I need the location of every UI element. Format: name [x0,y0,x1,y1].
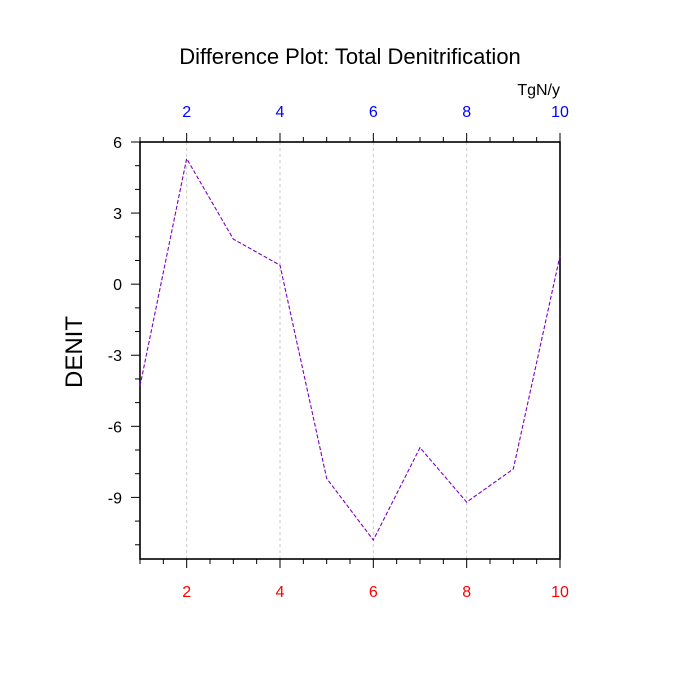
y-tick-label--6: -6 [108,419,122,436]
x-tick-label-bottom-4: 4 [276,584,285,601]
x-tick-label-bottom-8: 8 [462,584,471,601]
grid-layer [186,142,468,559]
y-axis-label: DENIT [61,316,88,388]
y-tick-label-6: 6 [113,135,122,152]
x-tick-label-top-2: 2 [182,104,191,121]
x-tick-label-bottom-6: 6 [369,584,378,601]
units-label: TgN/y [517,82,560,99]
x-tick-label-top-4: 4 [276,104,285,121]
series-layer [139,157,561,542]
x-tick-label-top-6: 6 [369,104,378,121]
y-tick-label-3: 3 [113,206,122,223]
plot-frame [139,141,561,560]
axis-layer [131,133,561,568]
series-line-0 [139,157,561,542]
x-tick-label-bottom-10: 10 [551,584,569,601]
chart-title: Difference Plot: Total Denitrification [179,44,521,69]
tick-label-layer: 2 2 4 4 6 6 8 8 10 10 6 3 0 -3 -6 -9 [108,104,569,601]
y-tick-label--9: -9 [108,490,122,507]
y-tick-label-0: 0 [113,277,122,294]
x-tick-label-top-10: 10 [551,104,569,121]
x-tick-label-top-8: 8 [462,104,471,121]
x-tick-label-bottom-2: 2 [182,584,191,601]
y-tick-label--3: -3 [108,348,122,365]
